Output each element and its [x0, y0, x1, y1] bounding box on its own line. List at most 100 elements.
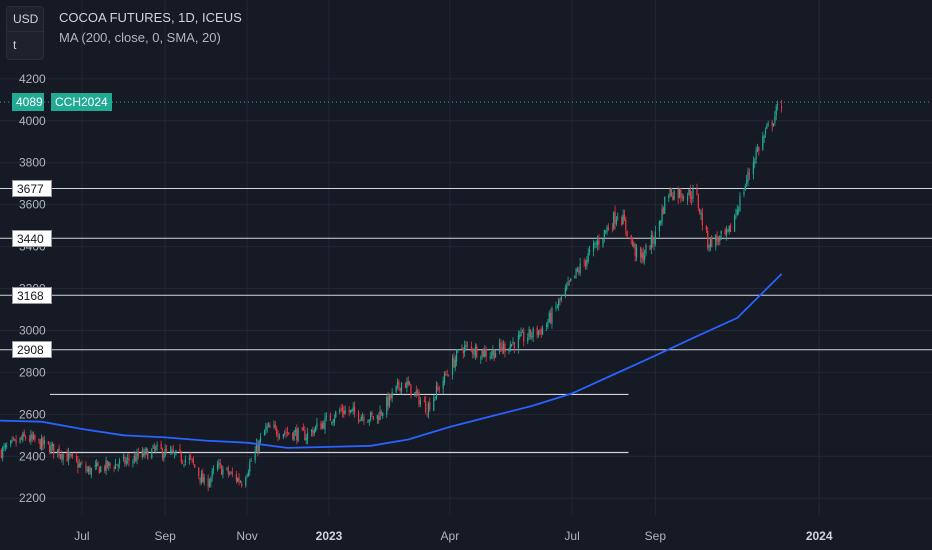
candle: [151, 448, 153, 460]
horizontal-line-label[interactable]: 2908: [12, 341, 52, 359]
candle-body: [500, 342, 502, 348]
candle: [423, 396, 425, 403]
candle-body: [457, 349, 459, 351]
last-price-badge: 4089: [12, 93, 44, 112]
candle: [697, 193, 699, 212]
candle-body: [218, 462, 220, 466]
horizontal-line-label[interactable]: 3440: [12, 229, 52, 247]
ma-line: [0, 273, 783, 449]
currency-button[interactable]: USD: [6, 6, 44, 32]
candle-body: [128, 458, 130, 462]
candle: [696, 183, 698, 196]
candle-body: [163, 455, 165, 459]
horizontal-line-label[interactable]: 3677: [12, 180, 52, 198]
candle-body: [625, 219, 627, 231]
candle-body: [357, 411, 360, 421]
candle: [231, 467, 233, 478]
candle: [363, 413, 365, 425]
candle-body: [764, 130, 767, 134]
candle-body: [349, 409, 352, 412]
candle: [476, 343, 478, 359]
candle: [301, 426, 303, 432]
unit-button[interactable]: t: [6, 32, 44, 60]
candle-body: [165, 449, 168, 451]
candle: [686, 192, 689, 205]
candle: [175, 449, 177, 456]
ma-indicator-legend[interactable]: MA (200, close, 0, SMA, 20): [59, 30, 221, 45]
candle: [480, 355, 482, 364]
candle-body: [388, 393, 391, 406]
candle: [642, 247, 644, 264]
candle-body: [22, 433, 24, 441]
candle: [14, 438, 16, 442]
candle-body: [3, 446, 5, 448]
candle: [752, 156, 754, 180]
candle-body: [474, 346, 477, 356]
candle-body: [301, 428, 303, 430]
candle: [352, 402, 354, 415]
candle: [756, 143, 759, 153]
candle-body: [461, 347, 463, 349]
candle: [368, 418, 370, 426]
candle-body: [203, 477, 205, 484]
candle: [235, 471, 237, 484]
candle: [754, 158, 756, 169]
candle: [447, 374, 450, 377]
candle: [673, 189, 675, 201]
candle: [465, 341, 467, 351]
candle-body: [353, 406, 356, 413]
candle-body: [578, 270, 580, 273]
candle: [34, 433, 36, 443]
candle-body: [560, 296, 562, 300]
horizontal-line-label[interactable]: 3168: [12, 286, 52, 304]
candle-body: [415, 390, 417, 394]
candles: [0, 99, 783, 492]
candle-body: [90, 468, 92, 475]
candle-body: [66, 453, 68, 462]
candle-body: [273, 425, 275, 428]
candle: [208, 478, 211, 488]
candle-body: [438, 387, 440, 391]
candle: [348, 406, 350, 417]
candle: [729, 223, 732, 233]
candle: [100, 465, 102, 473]
candle-body: [106, 460, 109, 468]
candle: [429, 397, 431, 412]
candle: [390, 393, 392, 401]
candle-body: [183, 464, 185, 465]
candle: [419, 396, 421, 408]
candle-body: [699, 209, 701, 214]
candle-body: [173, 452, 176, 454]
candle-body: [198, 467, 200, 477]
candle: [70, 453, 72, 458]
candle: [560, 294, 562, 303]
candle: [406, 377, 408, 393]
candle: [603, 229, 605, 243]
candle-body: [210, 477, 212, 484]
candle-body: [249, 462, 251, 472]
candle-body: [691, 197, 693, 200]
candle: [316, 417, 318, 430]
candle-body: [182, 462, 184, 463]
candle-body: [754, 161, 756, 163]
candle: [79, 461, 82, 468]
candle: [23, 429, 25, 437]
candle: [19, 437, 21, 444]
candle-body: [278, 436, 280, 438]
candle: [670, 187, 673, 197]
candle: [50, 441, 52, 455]
x-tick-label: Jul: [564, 529, 579, 543]
candle-body: [419, 400, 421, 405]
candle: [766, 123, 768, 130]
candle-body: [153, 447, 156, 449]
candle: [622, 209, 624, 225]
candle-body: [332, 420, 334, 423]
candle-body: [329, 415, 331, 421]
candle-body: [527, 337, 529, 342]
candle-body: [245, 477, 247, 486]
candle-body: [241, 483, 243, 486]
candle: [306, 427, 309, 445]
candle-body: [49, 445, 51, 454]
